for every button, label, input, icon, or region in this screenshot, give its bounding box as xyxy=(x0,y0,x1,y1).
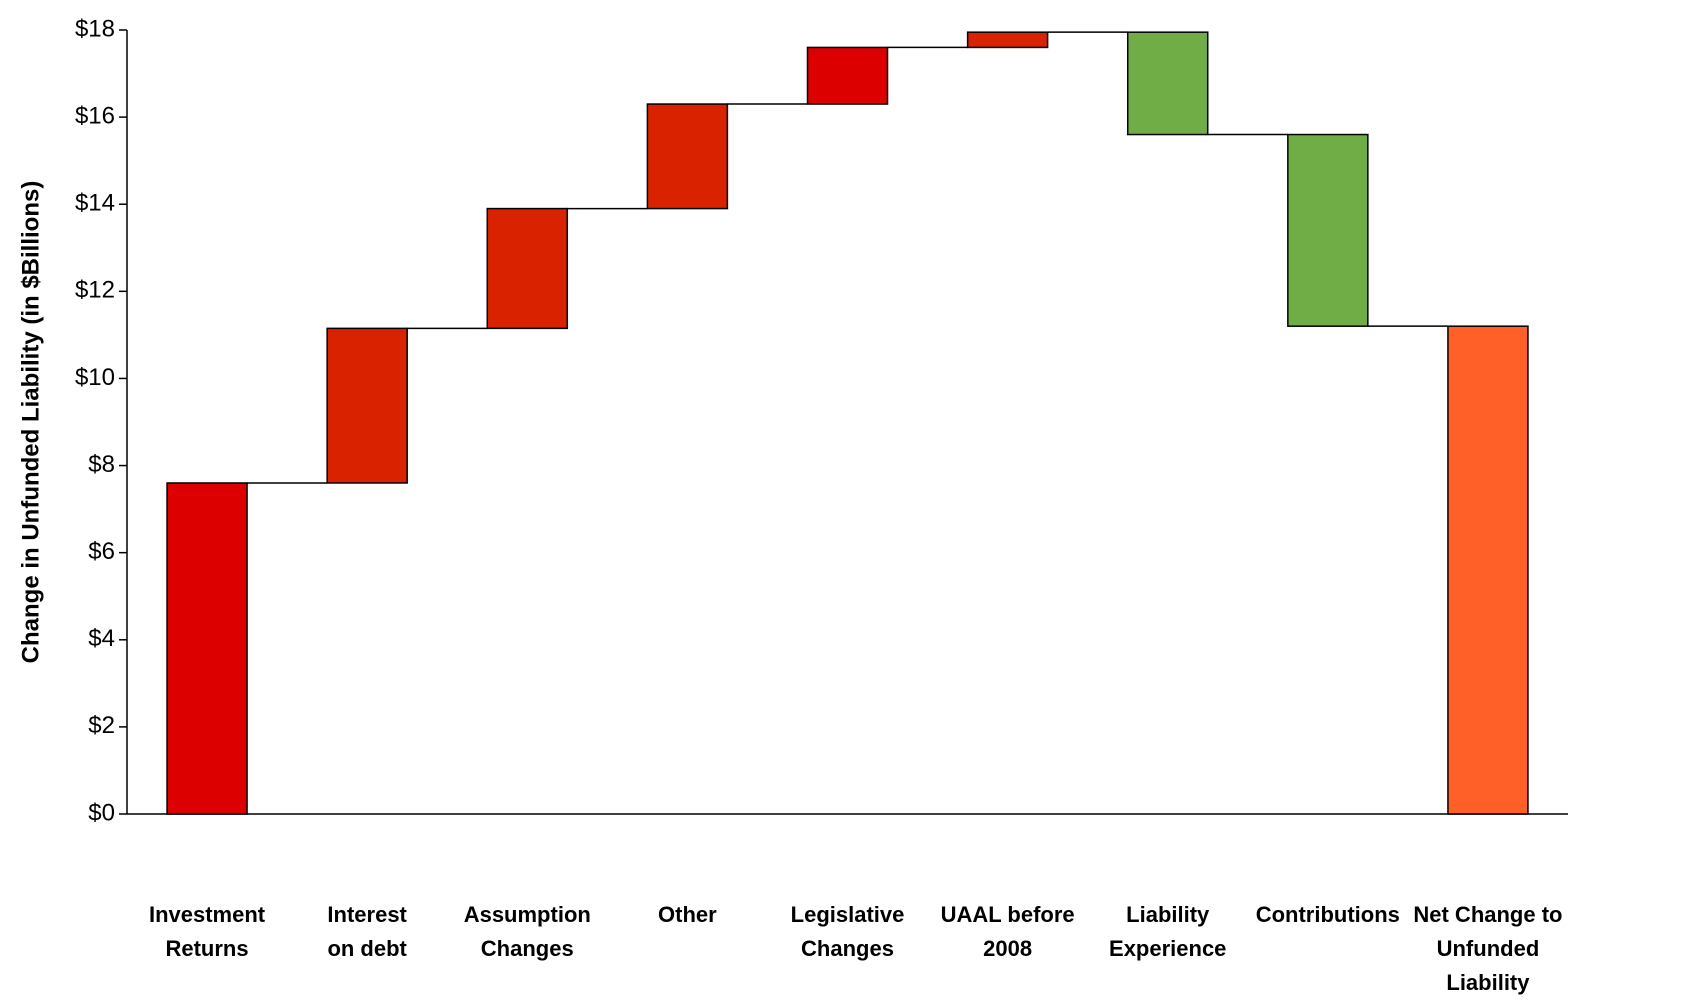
x-tick-label: Interest on debt xyxy=(327,902,407,961)
y-tick-label: $16 xyxy=(75,102,115,129)
y-tick-label: $2 xyxy=(88,712,115,739)
y-axis-label: Change in Unfunded Liability (in $Billio… xyxy=(17,181,44,664)
bar xyxy=(486,207,569,330)
y-tick-label: $18 xyxy=(75,15,115,42)
x-tick-label: Investment Returns xyxy=(148,902,266,961)
x-tick-label: UAAL before 2008 xyxy=(940,902,1075,961)
bar xyxy=(1447,325,1529,815)
y-tick-label: $8 xyxy=(88,451,115,478)
y-tick-label: $4 xyxy=(88,625,115,652)
y-tick-label: $0 xyxy=(88,799,115,826)
bar xyxy=(1126,31,1209,136)
x-tick-label: Net Change to Unfunded Liability xyxy=(1413,902,1563,995)
x-tick-label: Contributions xyxy=(1255,902,1400,927)
bar xyxy=(646,103,729,210)
x-tick-label: Assumption Changes xyxy=(463,902,591,961)
x-tick-label: Liability Experience xyxy=(1109,902,1227,961)
y-tick-label: $6 xyxy=(88,538,115,565)
bar xyxy=(326,327,408,484)
y-tick-label: $10 xyxy=(75,364,115,391)
bar xyxy=(166,482,248,815)
bar xyxy=(1287,133,1369,327)
bar xyxy=(806,46,889,105)
x-tick-label: Legislative Changes xyxy=(790,902,905,961)
y-tick-label: $14 xyxy=(75,190,115,217)
x-tick-label: Other xyxy=(658,902,717,927)
bar xyxy=(966,31,1049,49)
y-tick-label: $12 xyxy=(75,277,115,304)
